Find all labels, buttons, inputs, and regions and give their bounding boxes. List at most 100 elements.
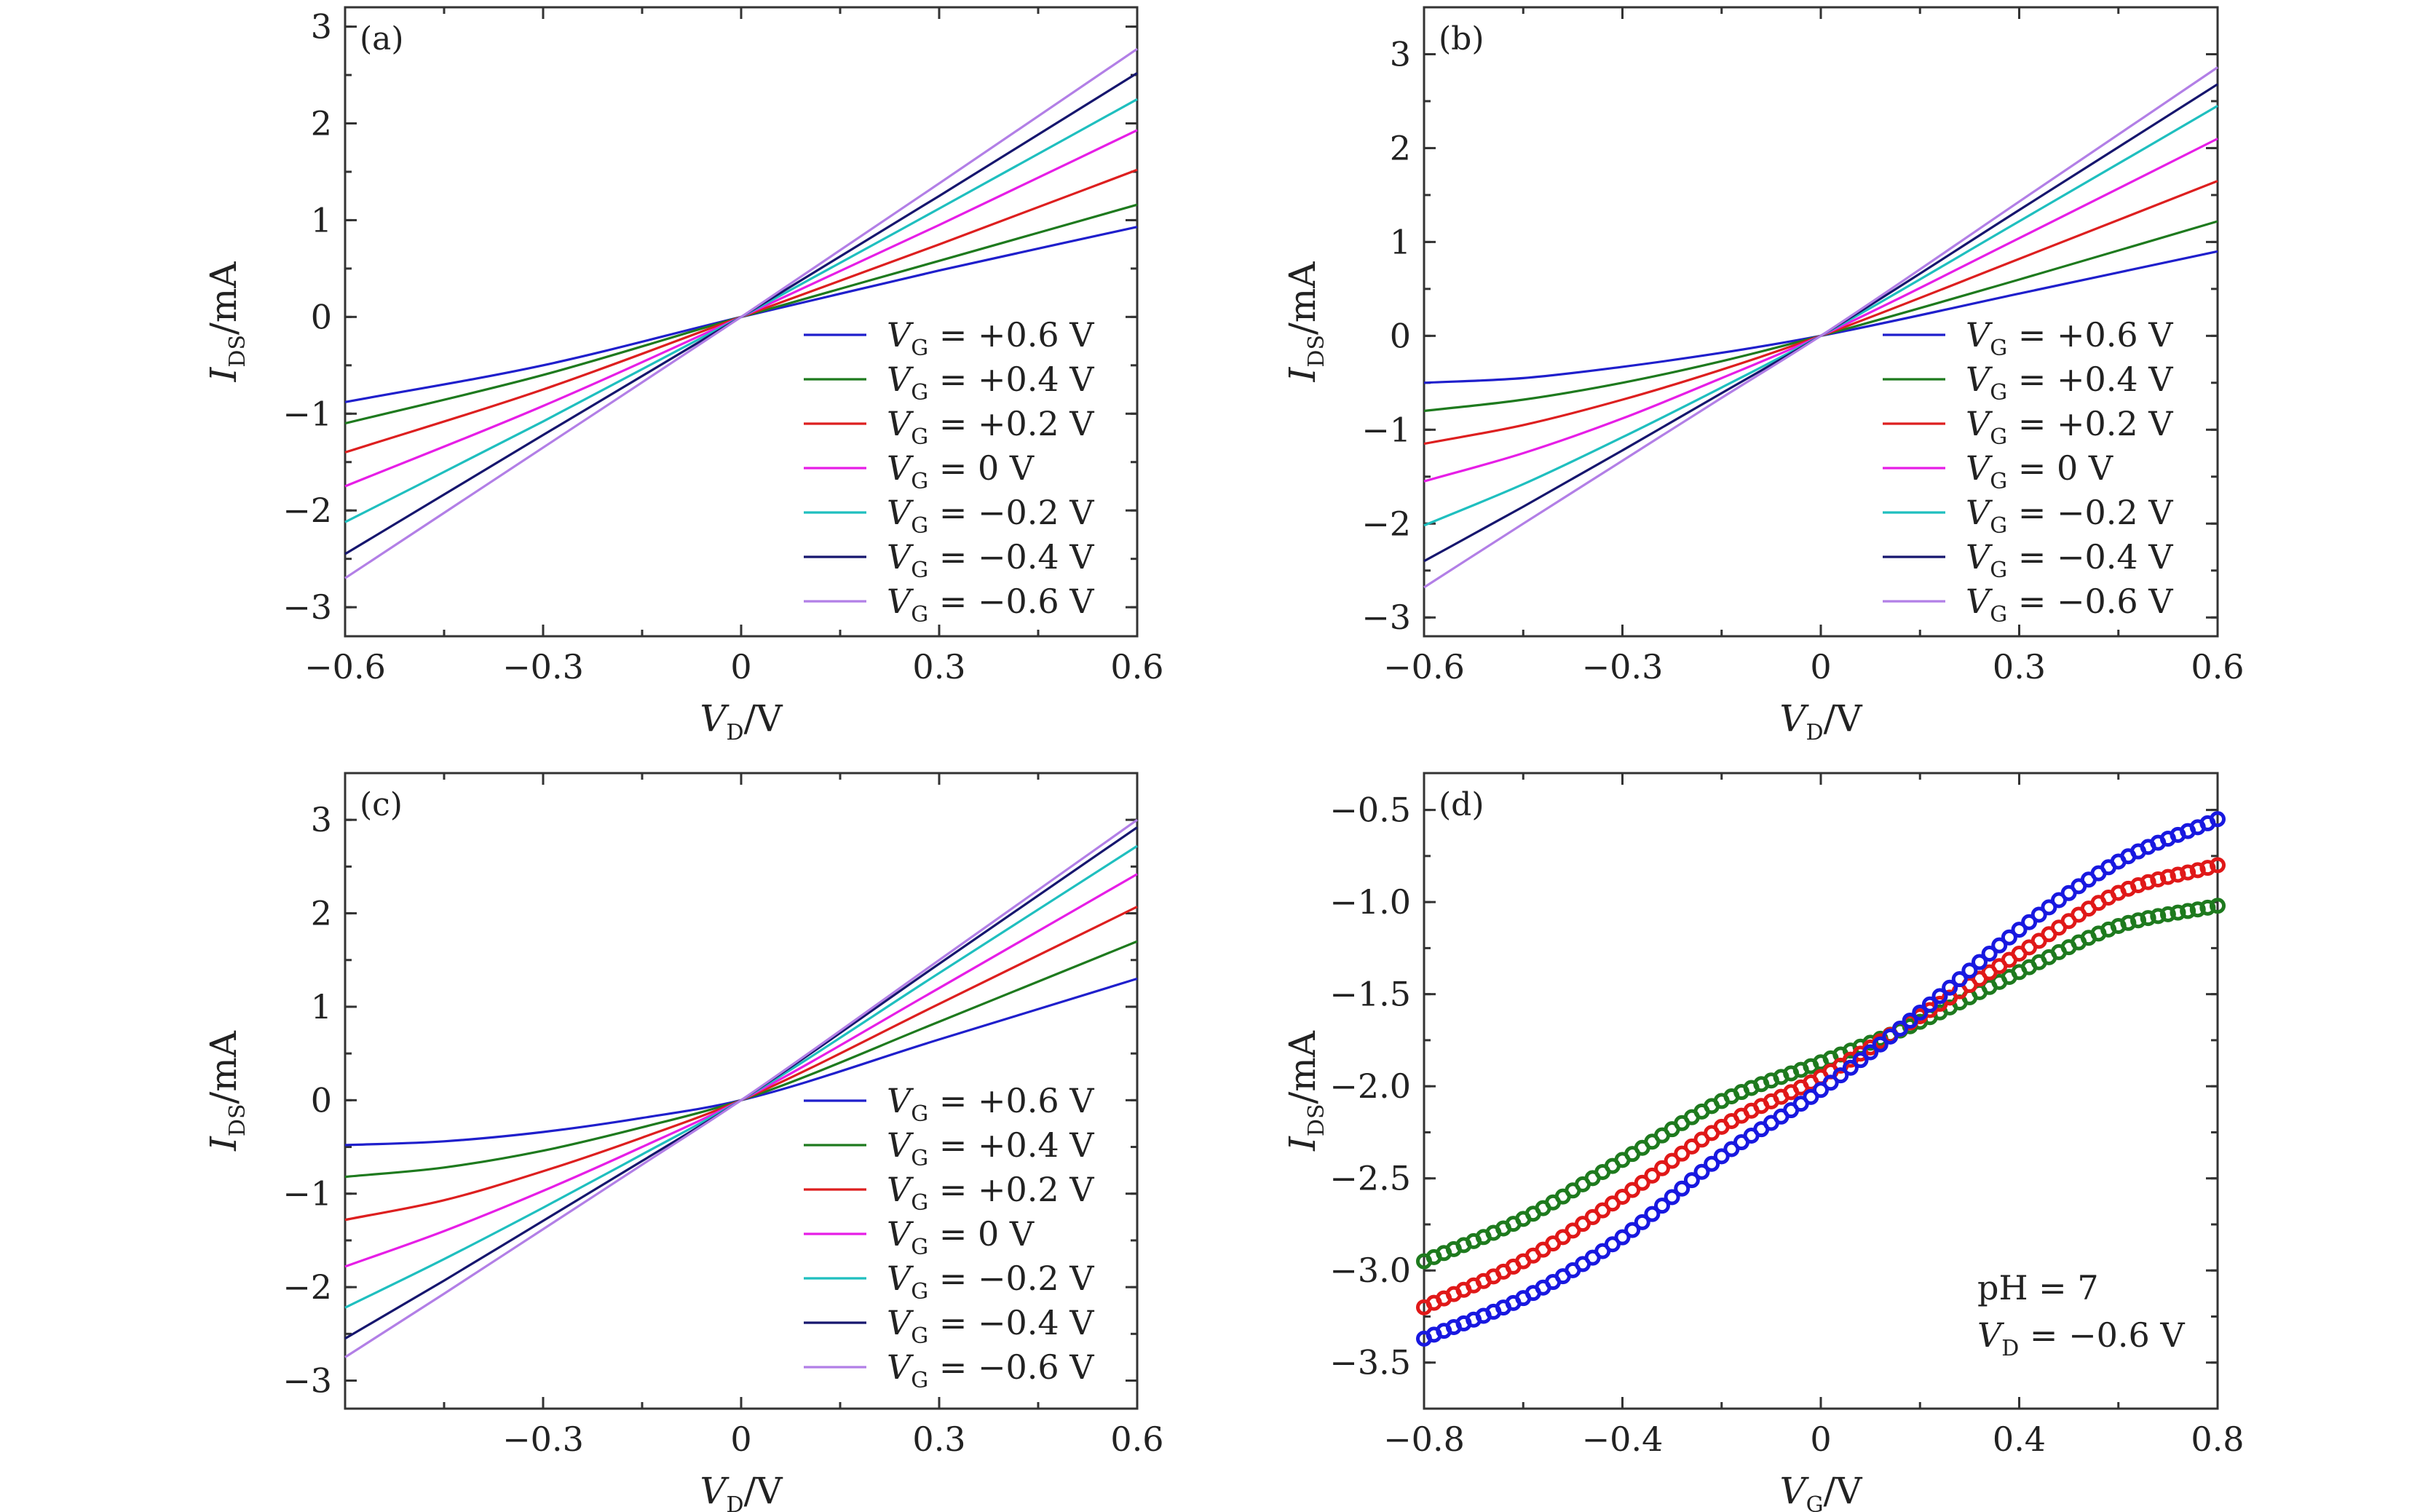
y-tick-label: −2.0 [1329,1066,1411,1106]
data-point [2140,910,2156,927]
data-point [2150,908,2167,925]
y-tick-label: −1.5 [1329,975,1411,1014]
x-tick-label: −0.3 [502,647,584,686]
data-point [1634,1174,1650,1191]
data-point [2001,929,2017,946]
series-line-5 [344,844,1138,1309]
legend-label-1: VG = +0.6 V [1966,315,2173,361]
y-axis-label: IDS/mA [202,1030,250,1152]
legend-label-4: VG = 0 V [1966,448,2113,494]
data-point [1931,988,1948,1005]
series-line-4 [344,873,1138,1268]
y-tick-label: −1 [282,394,332,433]
y-axis-label: IDS/mA [1281,1030,1329,1152]
data-point [1713,1148,1730,1165]
data-point [2170,904,2186,921]
data-point [1624,1222,1641,1238]
x-axis-label: VD/V [1779,697,1862,745]
y-tick-label: −0.5 [1329,791,1411,830]
data-point [2030,906,2047,923]
data-point [2159,868,2176,885]
y-tick-label: 2 [1390,128,1411,167]
x-tick-label: 0.3 [912,1420,965,1459]
data-point [2041,899,2057,916]
series-line-1 [344,977,1138,1147]
legend-label-5: VG = −0.2 V [887,1259,1094,1305]
x-tick-label: 0 [1810,1420,1831,1459]
y-tick-label: −2 [282,1267,332,1307]
data-point [1951,970,1968,987]
data-point [1664,1189,1680,1206]
y-tick-label: 1 [311,987,332,1026]
x-tick-label: 0.6 [1110,647,1163,686]
data-point [1882,1028,1899,1045]
legend-label-7: VG = −0.6 V [887,582,1094,628]
legend-label-6: VG = −0.4 V [1966,537,2173,583]
legend-label-1: VG = +0.6 V [887,1081,1094,1127]
series-line-3 [344,906,1138,1222]
x-tick-label: −0.6 [304,647,386,686]
data-point [2159,906,2176,922]
data-point [1991,937,2008,954]
x-tick-label: −0.3 [1582,647,1664,686]
x-tick-label: 0.8 [2191,1420,2244,1459]
data-point [1674,1145,1690,1162]
data-point [2170,866,2186,883]
legend-label-2: VG = +0.4 V [887,360,1094,405]
data-point [1921,996,1938,1013]
series-markers-blue [1416,811,2226,1347]
data-point [1961,962,1978,979]
y-tick-label: −2.5 [1329,1159,1411,1198]
y-tick-label: −3 [282,1361,332,1400]
data-point [1644,1167,1661,1184]
data-point [1902,1012,1918,1029]
legend-label-2: VG = +0.4 V [887,1125,1094,1171]
data-point [1822,1074,1839,1091]
legend-label-6: VG = −0.4 V [887,1303,1094,1349]
x-tick-label: −0.4 [1582,1420,1664,1459]
x-tick-label: 0.6 [2191,647,2244,686]
legend-label-2: VG = +0.4 V [1966,360,2173,405]
panel-c: −0.3 0 0.3 0.6 −3 −2 −1 0 1 2 3 VD/V IDS/mA (c) VG = +… [202,772,1164,1512]
x-tick-label: −0.3 [502,1420,584,1459]
legend-label-7: VG = −0.6 V [1966,582,2173,628]
data-point [2189,901,2206,918]
y-tick-label: 2 [311,894,332,933]
y-tick-label: −1 [282,1174,332,1214]
y-tick-label: −3.0 [1329,1251,1411,1290]
y-tick-label: 3 [311,800,332,839]
x-tick-label: 0.3 [1993,647,2046,686]
legend-label-4: VG = 0 V [887,1214,1035,1260]
x-tick-label: 0 [730,647,751,686]
y-tick-label: −3 [1361,598,1411,637]
panel-label: (b) [1439,20,1484,58]
x-tick-label: 0.6 [1110,1420,1163,1459]
x-tick-label: 0 [1810,647,1831,686]
data-point [1981,945,1998,962]
y-tick-label: 2 [311,104,332,143]
series-line-5 [1423,105,2218,527]
x-tick-label: 0 [730,1420,751,1459]
data-point [2011,922,2028,938]
series-line-1 [1423,250,2218,384]
data-point [1634,1214,1650,1230]
series-line-6 [1423,83,2218,563]
data-point [1862,1044,1879,1061]
y-tick-label: 1 [311,200,332,240]
annotation-vd: VD = −0.6 V [1977,1315,2185,1361]
y-tick-label: 3 [311,7,332,47]
data-point [1872,1036,1889,1053]
y-tick-label: −2 [282,491,332,530]
data-point [1654,1160,1670,1176]
legend-label-3: VG = +0.2 V [1966,404,2173,450]
y-tick-label: 0 [311,297,332,336]
x-tick-label: −0.8 [1383,1420,1465,1459]
data-point [2180,864,2196,881]
data-point [2021,914,2038,930]
legend-label-5: VG = −0.2 V [1966,493,2173,539]
panel-label: (a) [360,20,404,58]
data-point [1693,1163,1710,1180]
y-tick-label: −1 [1361,410,1411,449]
x-axis-label: VG/V [1779,1470,1862,1512]
